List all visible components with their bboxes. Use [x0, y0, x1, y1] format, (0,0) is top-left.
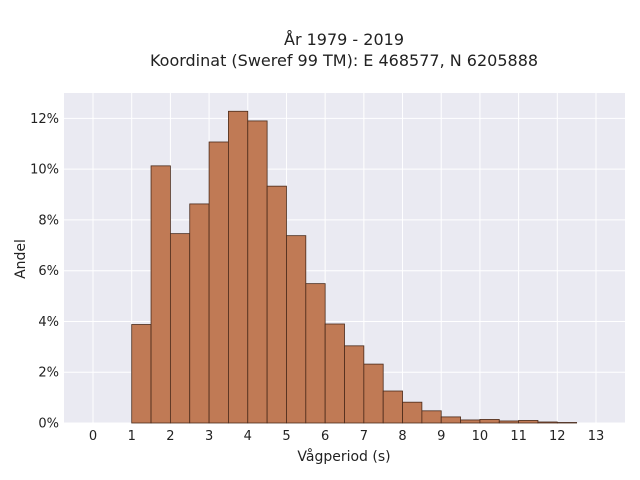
y-axis-ticks: 0% 2% 4% 6% 8% 10% 12%	[30, 112, 59, 432]
histogram-bar	[382, 390, 403, 424]
histogram-bar	[150, 165, 171, 424]
y-tick-label: 8%	[38, 213, 59, 228]
x-tick-label: 4	[244, 429, 252, 444]
x-tick-label: 7	[360, 429, 368, 444]
histogram-bar	[266, 185, 287, 424]
x-tick-label: 10	[472, 429, 489, 444]
histogram-bar	[518, 420, 539, 424]
histogram-bar	[189, 203, 210, 424]
histogram-bar	[208, 141, 229, 424]
y-tick-label: 4%	[38, 315, 59, 330]
x-axis-ticks: 0 1 2 3 4 5 6 7 8 9 10 11 12 13	[89, 429, 604, 444]
x-tick-label: 8	[398, 429, 406, 444]
histogram-bar	[498, 420, 520, 424]
histogram-bar	[131, 324, 152, 424]
histogram-bar	[344, 345, 365, 424]
chart-title-line-2: Koordinat (Sweref 99 TM): E 468577, N 62…	[150, 51, 538, 70]
histogram-bar	[363, 363, 384, 424]
x-tick-label: 3	[205, 429, 213, 444]
histogram-bar	[421, 410, 442, 424]
histogram-bar	[286, 235, 307, 424]
y-tick-label: 12%	[30, 112, 59, 127]
y-tick-label: 6%	[38, 264, 59, 279]
x-tick-label: 13	[588, 429, 605, 444]
histogram-bar	[324, 323, 345, 424]
histogram-bar	[402, 401, 423, 424]
x-tick-label: 12	[549, 429, 566, 444]
y-tick-label: 2%	[38, 366, 59, 381]
histogram-bar	[460, 419, 481, 424]
x-axis-label: Vågperiod (s)	[297, 448, 390, 465]
bars	[131, 110, 578, 424]
x-tick-label: 6	[321, 429, 329, 444]
x-tick-label: 5	[282, 429, 290, 444]
histogram-bar	[556, 422, 578, 424]
histogram-bar	[305, 283, 326, 424]
y-tick-label: 0%	[38, 417, 59, 432]
x-tick-label: 9	[437, 429, 445, 444]
x-tick-label: 2	[166, 429, 174, 444]
histogram-bar	[440, 416, 461, 424]
histogram-bar	[479, 419, 500, 424]
y-axis-label: Andel	[13, 239, 29, 279]
x-tick-label: 11	[510, 429, 527, 444]
x-tick-label: 0	[89, 429, 97, 444]
histogram-bar	[537, 421, 558, 424]
histogram-bar	[169, 233, 191, 424]
y-tick-label: 10%	[30, 163, 59, 178]
histogram-bar	[247, 120, 268, 424]
x-tick-label: 1	[128, 429, 136, 444]
histogram-bar	[228, 110, 249, 424]
chart-title-line-1: År 1979 - 2019	[284, 30, 404, 49]
